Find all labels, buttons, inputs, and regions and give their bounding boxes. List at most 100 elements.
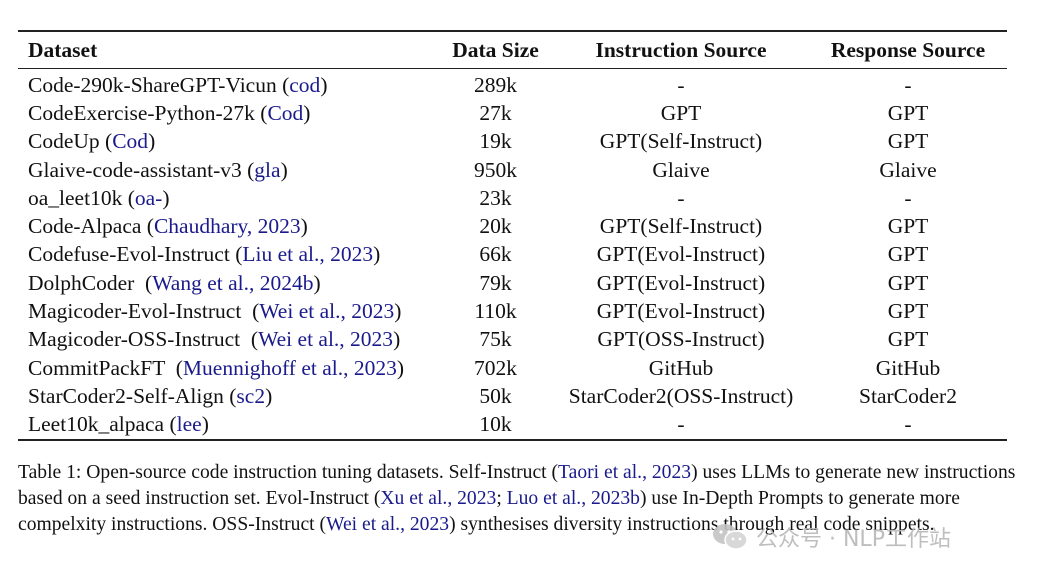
dataset-name: Leet10k_alpaca bbox=[28, 412, 165, 437]
cell-data-size: 20k bbox=[479, 214, 512, 239]
caption-citation-link[interactable]: Taori et al., 2023 bbox=[558, 462, 692, 483]
cell-dataset: Leet10k_alpaca (lee) bbox=[18, 411, 438, 440]
citation-link[interactable]: gla bbox=[254, 157, 281, 182]
dataset-name: CommitPackFT bbox=[28, 355, 165, 380]
cell-response-source: Glaive bbox=[879, 157, 937, 182]
cell-dataset: Glaive-code-assistant-v3 (gla) bbox=[18, 156, 438, 184]
table-row: CodeUp (Cod) 19k GPT(Self-Instruct) GPT bbox=[18, 128, 1007, 156]
cell-dataset: oa_leet10k (oa-) bbox=[18, 184, 438, 212]
citation-link[interactable]: sc2 bbox=[236, 383, 266, 408]
table-row: DolphCoder (Wang et al., 2024b) 79k GPT(Ev… bbox=[18, 269, 1007, 297]
cell-dataset: DolphCoder (Wang et al., 2024b) bbox=[18, 269, 438, 297]
citation-link[interactable]: cod bbox=[289, 72, 321, 97]
citation-link[interactable]: Cod bbox=[267, 100, 304, 125]
header-response-source: Response Source bbox=[830, 37, 986, 62]
cell-data-size: 19k bbox=[479, 129, 512, 154]
cell-dataset: Codefuse-Evol-Instruct (Liu et al., 2023… bbox=[18, 241, 438, 269]
table-row: Codefuse-Evol-Instruct (Liu et al., 2023… bbox=[18, 241, 1007, 269]
table-row: Code-Alpaca (Chaudhary, 2023) 20k GPT(Self… bbox=[18, 212, 1007, 240]
cell-response-source: GPT bbox=[887, 214, 929, 239]
cell-instruction-source: GPT bbox=[660, 100, 702, 125]
cell-data-size: 110k bbox=[474, 299, 517, 324]
citation-open: ( bbox=[254, 100, 268, 125]
citation-close: ) bbox=[162, 185, 170, 210]
dataset-name: StarCoder2-Self-Align bbox=[28, 383, 224, 408]
cell-response-source: GPT bbox=[887, 100, 929, 125]
citation-close: ) bbox=[396, 355, 405, 380]
caption-citation-link[interactable]: Wei et al., 2023 bbox=[326, 514, 450, 535]
citation-close: ) bbox=[393, 327, 401, 352]
dataset-name: Magicoder-Evol-Instruct bbox=[28, 299, 242, 324]
citation-close: ) bbox=[300, 214, 308, 239]
citation-close: ) bbox=[320, 72, 328, 97]
table-caption: Table 1: Open-source code instruction tu… bbox=[18, 460, 1018, 538]
caption-citation-link[interactable]: Luo et al., 2023b bbox=[506, 488, 640, 509]
dataset-table: Dataset Data Size Instruction Source Res… bbox=[18, 30, 1007, 441]
caption-text: Table 1: Open-source code instruction tu… bbox=[18, 462, 559, 483]
watermark-text: 公众号 · NLP工作站 bbox=[756, 527, 951, 552]
cell-dataset: StarCoder2-Self-Align (sc2) bbox=[18, 382, 438, 410]
citation-link[interactable]: Liu et al., 2023 bbox=[242, 242, 374, 267]
citation-close: ) bbox=[394, 299, 402, 324]
cell-instruction-source: GPT(OSS-Instruct) bbox=[597, 327, 765, 352]
cell-data-size: 50k bbox=[479, 383, 512, 408]
citation-close: ) bbox=[303, 100, 311, 125]
citation-link[interactable]: oa- bbox=[134, 185, 163, 210]
citation-link[interactable]: Wei et al., 2023 bbox=[259, 299, 395, 324]
cell-response-source: GPT bbox=[887, 242, 929, 267]
citation-close: ) bbox=[280, 157, 288, 182]
citation-close: ) bbox=[313, 270, 321, 295]
cell-instruction-source: GPT(Self-Instruct) bbox=[599, 214, 763, 239]
dataset-name: Code-290k-ShareGPT-Vicun bbox=[28, 72, 277, 97]
citation-open: ( bbox=[241, 299, 260, 324]
citation-close: ) bbox=[373, 242, 381, 267]
citation-open: ( bbox=[223, 383, 237, 408]
table-row: Magicoder-OSS-Instruct (Wei et al., 2023… bbox=[18, 326, 1007, 354]
citation-open: ( bbox=[229, 242, 243, 267]
citation-open: ( bbox=[122, 185, 135, 210]
dataset-name: CodeExercise-Python-27k bbox=[28, 100, 255, 125]
citation-link[interactable]: Cod bbox=[112, 129, 149, 154]
citation-open: ( bbox=[134, 270, 153, 295]
caption-text: ) use In-Depth Prompts to generate more … bbox=[18, 488, 960, 535]
table-header-row: Dataset Data Size Instruction Source Res… bbox=[18, 31, 1007, 69]
citation-open: ( bbox=[141, 214, 154, 239]
cell-response-source: - bbox=[904, 72, 912, 97]
cell-data-size: 23k bbox=[479, 185, 512, 210]
citation-link[interactable]: lee bbox=[176, 412, 202, 437]
cell-response-source: GPT bbox=[887, 299, 929, 324]
header-instruction-source: Instruction Source bbox=[595, 37, 767, 62]
cell-instruction-source: - bbox=[677, 412, 685, 437]
header-dataset: Dataset bbox=[28, 37, 98, 62]
table-row: Magicoder-Evol-Instruct (Wei et al., 202… bbox=[18, 297, 1007, 325]
cell-response-source: GPT bbox=[887, 327, 929, 352]
table-row: oa_leet10k (oa-) 23k - - bbox=[18, 184, 1007, 212]
caption-citation-link[interactable]: Xu et al., 2023 bbox=[380, 488, 497, 509]
cell-dataset: Code-290k-ShareGPT-Vicun (cod) bbox=[18, 69, 438, 100]
watermark: 公众号 · NLP工作站 bbox=[710, 520, 951, 554]
citation-link[interactable]: Chaudhary, 2023 bbox=[153, 214, 301, 239]
citation-link[interactable]: Wei et al., 2023 bbox=[258, 327, 394, 352]
citation-close: ) bbox=[148, 129, 156, 154]
cell-instruction-source: - bbox=[677, 72, 685, 97]
citation-open: ( bbox=[99, 129, 113, 154]
dataset-table-container: Dataset Data Size Instruction Source Res… bbox=[18, 30, 1007, 441]
cell-data-size: 702k bbox=[474, 355, 517, 380]
cell-data-size: 950k bbox=[474, 157, 517, 182]
citation-link[interactable]: Wang et al., 2024b bbox=[152, 270, 314, 295]
citation-open: ( bbox=[240, 327, 259, 352]
citation-open: ( bbox=[164, 412, 177, 437]
dataset-name: CodeUp bbox=[28, 129, 100, 154]
table-row: Glaive-code-assistant-v3 (gla) 950k Glaive… bbox=[18, 156, 1007, 184]
cell-dataset: Magicoder-Evol-Instruct (Wei et al., 202… bbox=[18, 297, 438, 325]
cell-instruction-source: GitHub bbox=[648, 355, 714, 380]
cell-instruction-source: Glaive bbox=[652, 157, 710, 182]
wechat-icon bbox=[713, 524, 748, 550]
cell-instruction-source: GPT(Evol-Instruct) bbox=[596, 270, 766, 295]
citation-open: ( bbox=[241, 157, 255, 182]
cell-instruction-source: - bbox=[677, 185, 685, 210]
citation-link[interactable]: Muennighoff et al., 2023 bbox=[182, 355, 397, 380]
citation-open: ( bbox=[276, 72, 290, 97]
caption-text: ) synthesises diversity instructions thr… bbox=[449, 514, 935, 535]
cell-data-size: 75k bbox=[479, 327, 512, 352]
